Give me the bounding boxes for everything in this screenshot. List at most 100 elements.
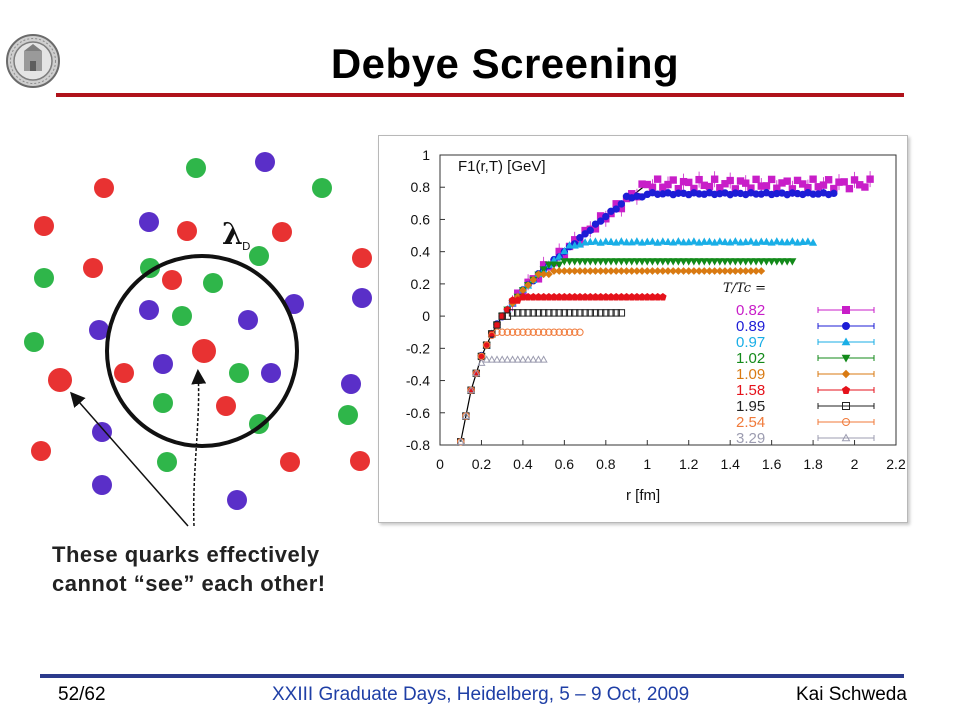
legend-marker-1.09 [841,369,851,379]
data-point [824,176,833,184]
data-point [669,258,678,266]
data-point [777,237,787,246]
data-point [544,261,553,269]
x-axis-label: r [fm] [626,487,660,504]
data-point [565,328,574,336]
data-point [767,258,776,266]
data-point [498,328,506,336]
data-point [767,175,776,184]
data-point [757,237,766,245]
data-point [493,328,501,336]
data-point [571,328,579,336]
data-point [674,258,683,266]
data-point [581,238,590,246]
data-point [695,238,704,246]
legend-marker-3.29 [841,433,851,442]
data-point [565,309,574,317]
x-tick-label: 1 [643,456,651,472]
data-point [617,258,626,266]
red-quark [31,441,51,461]
page-number: 52/62 [58,684,106,705]
data-point [684,237,693,246]
data-point [601,237,610,245]
data-point [591,309,600,317]
data-point [549,261,559,269]
data-point [555,252,564,260]
legend-marker-0.97 [841,337,851,346]
data-point [492,355,502,363]
university-seal-logo [6,34,60,88]
data-point [586,267,595,275]
data-point [653,267,662,275]
y-tick-label: -0.8 [406,437,430,453]
blue-quark [261,363,281,383]
data-point [472,369,481,377]
data-point [581,267,589,275]
blue-quark [92,422,112,442]
legend-label-1.02: 1.02 [736,350,765,367]
data-point [809,175,817,183]
data-point [741,237,750,246]
data-point [861,183,869,191]
data-point [570,241,579,249]
slide-title: Debye Screening [330,40,680,87]
data-point [726,267,735,275]
data-point [612,267,621,275]
data-point [545,309,553,317]
data-point [664,267,672,275]
legend-marker-0.82 [842,306,850,314]
data-point [570,258,579,266]
x-tick-label: 0 [436,456,444,472]
data-point [498,355,507,363]
blue-quark [92,475,112,495]
green-quark [186,158,206,178]
data-point [601,258,610,266]
data-point [560,309,569,317]
data-point [705,267,714,275]
footer-author: Kai Schweda [796,684,907,705]
y-tick-label: 0.6 [411,211,431,227]
data-point [736,238,745,246]
data-point [606,258,616,266]
data-point [788,237,797,245]
data-point [539,328,548,336]
red-quark [162,270,182,290]
data-point [617,267,626,275]
data-point [752,258,761,266]
data-point [498,312,506,320]
red-quark [48,368,72,392]
data-point [746,258,755,266]
data-point [612,258,621,266]
data-point [508,355,517,363]
data-point [746,237,755,245]
data-point [565,241,574,249]
data-point [803,237,812,245]
data-point [653,258,662,266]
data-point [627,258,636,266]
data-point [617,309,626,317]
data-point [809,238,818,246]
data-point [488,331,496,340]
data-point [715,267,724,275]
legend-marker-1.58 [841,385,851,394]
legend-marker-1.02 [841,354,851,363]
data-point [539,270,548,279]
data-point [674,267,683,275]
data-point [544,270,553,279]
data-point [545,328,553,336]
data-point [731,237,740,245]
data-point [632,258,641,266]
data-point [555,261,564,269]
data-point [617,200,626,208]
data-point [560,246,569,255]
data-point [845,184,854,193]
y-tick-label: 1 [422,147,430,163]
data-point [752,267,760,275]
data-point [539,355,548,363]
data-point [793,238,802,246]
green-quark [312,178,332,198]
blue-quark [139,300,159,320]
data-point [503,355,512,363]
data-point [607,267,615,275]
data-point [550,267,558,275]
